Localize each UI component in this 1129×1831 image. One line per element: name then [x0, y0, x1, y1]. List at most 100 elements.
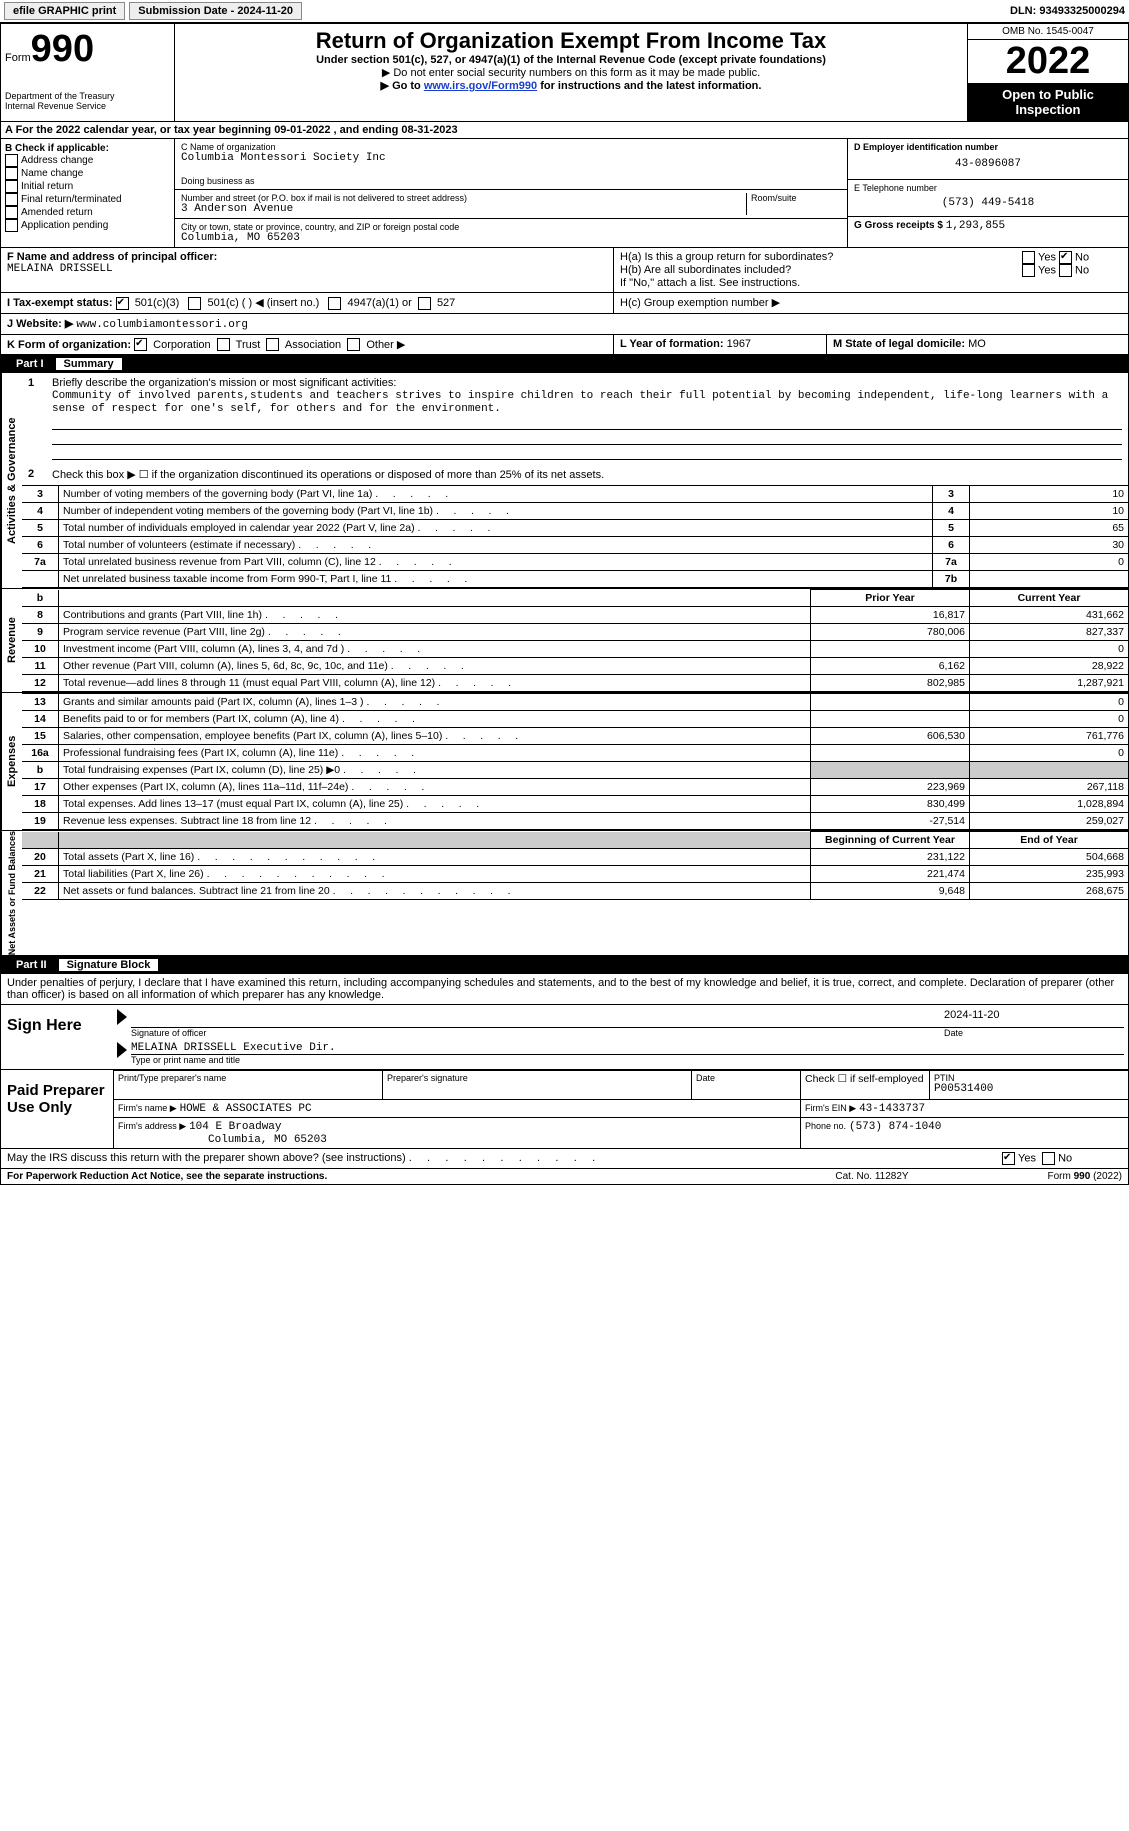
firm-ein-label: Firm's EIN ▶ — [805, 1103, 856, 1113]
4947-label: 4947(a)(1) or — [348, 297, 412, 309]
firm-addr2: Columbia, MO 65203 — [208, 1134, 327, 1146]
efile-print-button[interactable]: efile GRAPHIC print — [4, 2, 125, 20]
table-row: 9Program service revenue (Part VIII, lin… — [22, 624, 1128, 641]
form-subtitle: Under section 501(c), 527, or 4947(a)(1)… — [179, 54, 963, 66]
line1-num: 1 — [28, 377, 52, 460]
table-row: 6Total number of volunteers (estimate if… — [22, 537, 1128, 554]
part1-header: Part I Summary — [0, 355, 1129, 373]
table-row: 15Salaries, other compensation, employee… — [22, 728, 1128, 745]
top-bar: efile GRAPHIC print Submission Date - 20… — [0, 0, 1129, 23]
form-header: Form990 Department of the Treasury Inter… — [0, 23, 1129, 122]
table-row: 21Total liabilities (Part X, line 26)221… — [22, 866, 1128, 883]
hb-label: H(b) Are all subordinates included? — [620, 264, 1022, 277]
part1-revenue: Revenue b Prior Year Current Year 8Contr… — [0, 589, 1129, 693]
vert-revenue: Revenue — [1, 589, 22, 692]
state-domicile-label: M State of legal domicile: — [833, 338, 965, 350]
org-name: Columbia Montessori Society Inc — [181, 152, 841, 164]
footer-right: Form 990 (2022) — [1048, 1171, 1122, 1182]
prep-sig-label: Preparer's signature — [387, 1073, 687, 1083]
gross-value: 1,293,855 — [946, 220, 1005, 232]
501c-check[interactable] — [188, 297, 201, 310]
sign-here-label: Sign Here — [1, 1005, 113, 1069]
vert-activities: Activities & Governance — [1, 373, 22, 588]
prep-name-label: Print/Type preparer's name — [118, 1073, 378, 1083]
ein-value: 43-0896087 — [854, 152, 1122, 176]
table-row: 10Investment income (Part VIII, column (… — [22, 641, 1128, 658]
vert-expenses: Expenses — [1, 693, 22, 830]
table-row: 3Number of voting members of the governi… — [22, 486, 1128, 503]
col-b-header: B Check if applicable: — [5, 143, 170, 154]
form-org-label: K Form of organization: — [7, 339, 131, 351]
prep-date-label: Date — [696, 1073, 796, 1083]
line-a-tax-year: A For the 2022 calendar year, or tax yea… — [0, 122, 1129, 139]
check-name-change[interactable]: Name change — [5, 167, 170, 180]
irs-link[interactable]: www.irs.gov/Form990 — [424, 80, 537, 92]
527-check[interactable] — [418, 297, 431, 310]
officer-label: F Name and address of principal officer: — [7, 251, 607, 263]
irs-label: Internal Revenue Service — [5, 101, 170, 111]
4947-check[interactable] — [328, 297, 341, 310]
firm-phone-label: Phone no. — [805, 1121, 846, 1131]
table-row: 20Total assets (Part X, line 16)231,1225… — [22, 849, 1128, 866]
check-self-employed[interactable]: Check ☐ if self-employed — [801, 1071, 930, 1100]
discuss-row: May the IRS discuss this return with the… — [0, 1149, 1129, 1169]
table-row: 12Total revenue—add lines 8 through 11 (… — [22, 675, 1128, 692]
check-initial-return[interactable]: Initial return — [5, 180, 170, 193]
trust-check[interactable] — [217, 338, 230, 351]
discuss-text: May the IRS discuss this return with the… — [7, 1152, 406, 1164]
501c3-check[interactable] — [116, 297, 129, 310]
table-row: 7aTotal unrelated business revenue from … — [22, 554, 1128, 571]
firm-name-label: Firm's name ▶ — [118, 1103, 177, 1113]
gross-label: G Gross receipts $ — [854, 220, 943, 231]
note2-post: for instructions and the latest informat… — [537, 80, 761, 92]
hb-no: No — [1075, 264, 1089, 276]
hb-yes: Yes — [1038, 264, 1056, 276]
501c-label: 501(c) ( ) ◀ (insert no.) — [208, 297, 320, 309]
firm-addr-label: Firm's address ▶ — [118, 1121, 186, 1131]
sig-name: MELAINA DRISSELL Executive Dir. — [131, 1042, 1124, 1055]
org-city: Columbia, MO 65203 — [181, 232, 841, 244]
assoc-label: Association — [285, 339, 341, 351]
other-label: Other ▶ — [366, 339, 405, 351]
assoc-check[interactable] — [266, 338, 279, 351]
arrow-icon — [117, 1042, 127, 1058]
website-label: J Website: ▶ — [7, 318, 73, 330]
sig-date-label: Date — [936, 1028, 1124, 1038]
table-row: 19Revenue less expenses. Subtract line 1… — [22, 813, 1128, 830]
hc-label: H(c) Group exemption number ▶ — [614, 293, 1128, 313]
footer-mid: Cat. No. 11282Y — [772, 1171, 972, 1182]
other-check[interactable] — [347, 338, 360, 351]
discuss-no: No — [1058, 1153, 1072, 1165]
check-address-change[interactable]: Address change — [5, 154, 170, 167]
part1-netassets: Net Assets or Fund Balances Beginning of… — [0, 831, 1129, 956]
website-value: www.columbiamontessori.org — [76, 319, 248, 331]
part1-expenses: Expenses 13Grants and similar amounts pa… — [0, 693, 1129, 831]
state-domicile-value: MO — [968, 338, 986, 350]
discuss-yes-check[interactable] — [1002, 1152, 1015, 1165]
ha-no-check[interactable] — [1059, 251, 1072, 264]
hb-yes-check[interactable] — [1022, 264, 1035, 277]
line2-num: 2 — [28, 468, 52, 481]
header-eoy: End of Year — [970, 832, 1129, 849]
signature-block: Sign Here 2024-11-20 Signature of office… — [0, 1005, 1129, 1070]
tax-status-label: I Tax-exempt status: — [7, 297, 113, 309]
paid-preparer-label: Paid Preparer Use Only — [1, 1070, 113, 1148]
firm-ein: 43-1433737 — [859, 1103, 925, 1115]
check-final-return[interactable]: Final return/terminated — [5, 193, 170, 206]
ptin-value: P00531400 — [934, 1083, 1124, 1095]
check-amended-return[interactable]: Amended return — [5, 206, 170, 219]
hb-no-check[interactable] — [1059, 264, 1072, 277]
header-prior-year: Prior Year — [811, 590, 970, 607]
submission-date-button[interactable]: Submission Date - 2024-11-20 — [129, 2, 302, 20]
check-application-pending[interactable]: Application pending — [5, 219, 170, 232]
corp-check[interactable] — [134, 338, 147, 351]
col-b-checkboxes: B Check if applicable: Address change Na… — [1, 139, 175, 247]
dba-label: Doing business as — [181, 176, 841, 186]
dln-label: DLN: 93493325000294 — [1010, 5, 1125, 17]
discuss-no-check[interactable] — [1042, 1152, 1055, 1165]
ha-yes-check[interactable] — [1022, 251, 1035, 264]
form-id-cell: Form990 Department of the Treasury Inter… — [1, 24, 175, 121]
table-row: 22Net assets or fund balances. Subtract … — [22, 883, 1128, 900]
col-d-ein: D Employer identification number 43-0896… — [848, 139, 1128, 247]
firm-addr1: 104 E Broadway — [189, 1121, 281, 1133]
